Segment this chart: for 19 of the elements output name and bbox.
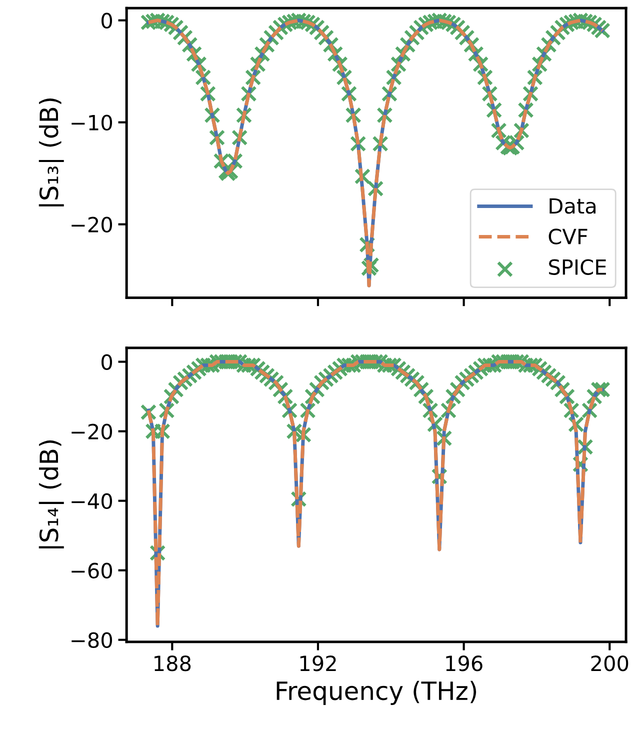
y-tick-label: −20 — [72, 424, 112, 440]
y-tick-label: −10 — [72, 114, 112, 131]
line-series — [146, 360, 604, 628]
x-tick-label: 188 — [154, 655, 191, 672]
y-axis-title: |S₁₄| (dB) — [38, 440, 64, 548]
y-axis-title: |S₁₃| (dB) — [38, 98, 64, 206]
y-tick-label: −40 — [72, 493, 112, 510]
x-tick-label: 196 — [446, 655, 482, 672]
legend-label: CVF — [548, 228, 588, 244]
y-tick-label: −20 — [72, 216, 112, 233]
y-tick-label: −80 — [72, 632, 112, 648]
x-tick-label: 200 — [591, 655, 628, 672]
y-tick-label: 0 — [102, 354, 112, 370]
legend-label: SPICE — [549, 259, 606, 275]
y-tick-label: −60 — [72, 562, 112, 579]
x-axis-title: Frequency (THz) — [276, 680, 476, 706]
legend-label: Data — [550, 198, 596, 214]
y-tick-label: 0 — [102, 12, 112, 29]
x-tick-label: 192 — [300, 655, 336, 672]
